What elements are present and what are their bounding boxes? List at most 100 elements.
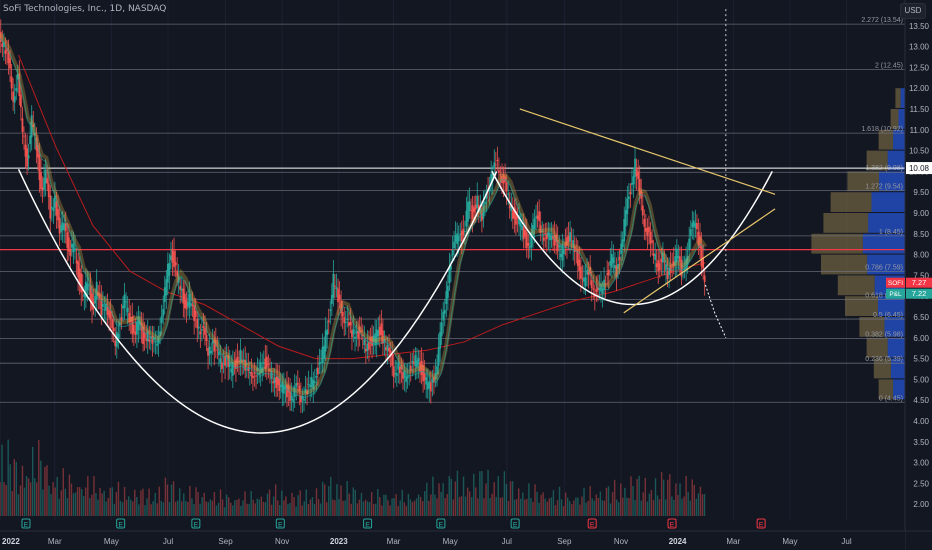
candle-body — [521, 225, 524, 231]
volume-bar — [34, 478, 36, 516]
candle-body — [239, 349, 242, 364]
candle-body — [86, 283, 89, 291]
candle-body — [638, 179, 641, 196]
earnings-marker-label: E — [118, 522, 123, 529]
volume-bar — [283, 500, 285, 516]
volume-bar — [438, 483, 440, 516]
volume-bar — [640, 500, 642, 516]
candle-body — [228, 361, 231, 368]
candle-body — [264, 358, 267, 369]
candle-body — [265, 356, 268, 368]
volume-bar — [162, 502, 165, 516]
volume-profile-bar — [878, 379, 894, 400]
volume-profile-bar — [878, 296, 905, 316]
candle-body — [703, 275, 706, 282]
volume-bar — [613, 479, 616, 516]
price-tag-symbol-label: P&L — [889, 291, 902, 298]
volume-bar — [379, 497, 381, 516]
candle-body — [392, 366, 395, 378]
candle-body — [89, 285, 92, 301]
volume-bar — [101, 493, 103, 516]
candle-body — [156, 343, 158, 346]
volume-bar — [585, 502, 587, 516]
candle-body — [310, 377, 313, 388]
candle-body — [434, 372, 437, 379]
candle-body — [697, 231, 700, 246]
candle-body — [248, 372, 251, 374]
candle-body — [329, 309, 332, 311]
candle-body — [496, 159, 499, 161]
volume-bar — [428, 500, 430, 516]
candle-body — [298, 385, 301, 392]
candle-body — [162, 309, 165, 317]
volume-bar — [556, 500, 559, 516]
candle-body — [326, 329, 329, 335]
symbol-header[interactable]: SoFi Technologies, Inc., 1D, NASDAQ — [3, 4, 166, 14]
candle-body — [170, 255, 172, 261]
candle-body — [134, 331, 137, 335]
candle-body — [83, 293, 86, 297]
volume-bar — [491, 493, 493, 516]
candle-body — [315, 375, 318, 378]
candle-body — [275, 376, 278, 388]
candle-body — [335, 287, 338, 290]
candle-body — [510, 205, 513, 211]
candle-body — [18, 73, 21, 96]
interval-label: 1D — [109, 4, 123, 14]
candle-body — [553, 235, 556, 246]
volume-bar — [542, 492, 544, 516]
candle-body — [505, 182, 508, 192]
candle-body — [686, 256, 689, 265]
earnings-marker — [191, 518, 201, 529]
volume-bar — [650, 489, 653, 516]
currency-button[interactable]: USD — [900, 3, 926, 19]
volume-bar — [360, 493, 363, 516]
volume-bar — [301, 505, 303, 516]
candle-body — [439, 331, 442, 349]
price-tag-value — [906, 277, 932, 288]
volume-bar — [493, 482, 495, 516]
volume-bar — [309, 499, 312, 516]
candle-body — [668, 267, 670, 276]
candle-body — [250, 372, 253, 377]
volume-bar — [44, 466, 46, 516]
candle-body — [241, 360, 244, 362]
candle-body — [666, 270, 669, 279]
candle-body — [129, 316, 132, 322]
candle-body — [301, 396, 304, 400]
symbol-name: SoFi Technologies, Inc. — [3, 4, 104, 14]
volume-bar — [669, 474, 671, 516]
volume-bar — [687, 491, 689, 516]
candle-body — [494, 164, 497, 166]
candle-body — [60, 225, 63, 232]
candle-body — [665, 264, 667, 271]
candle-body — [299, 395, 302, 403]
candle-body — [52, 208, 55, 211]
candle-body — [78, 268, 81, 284]
x-tick-label: Nov — [614, 537, 628, 546]
candle-body — [380, 323, 383, 335]
candle-body — [58, 217, 61, 234]
candle-body — [689, 229, 692, 237]
candle-body — [259, 362, 262, 374]
volume-bar — [422, 501, 424, 516]
candle-body — [556, 240, 559, 252]
candle-body — [131, 316, 134, 335]
price-tag-symbol — [886, 288, 905, 299]
candle-body — [358, 326, 361, 334]
candle-body — [296, 382, 299, 385]
candle-body — [389, 350, 392, 354]
volume-bar — [307, 503, 310, 516]
candle-body — [375, 329, 378, 345]
candle-body — [235, 359, 237, 369]
candle-body — [126, 307, 129, 313]
volume-bar — [583, 487, 585, 516]
volume-bar — [87, 476, 89, 516]
earnings-marker-label: E — [194, 522, 199, 529]
candle-body — [69, 249, 72, 256]
volume-bar — [685, 475, 687, 516]
volume-bar — [74, 492, 77, 516]
volume-bar — [199, 504, 201, 516]
